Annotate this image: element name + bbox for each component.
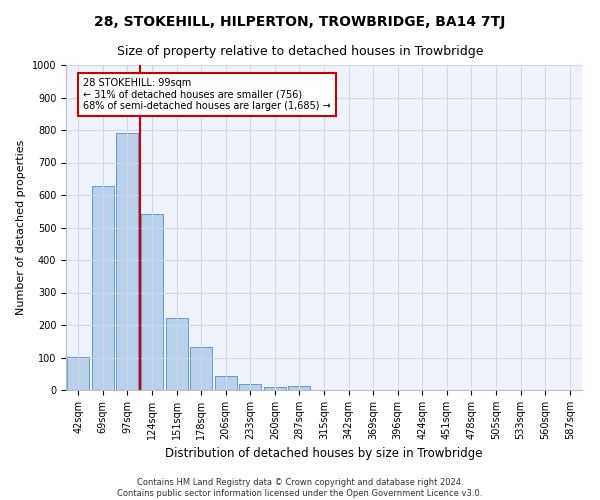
Text: 28 STOKEHILL: 99sqm
← 31% of detached houses are smaller (756)
68% of semi-detac: 28 STOKEHILL: 99sqm ← 31% of detached ho… xyxy=(83,78,331,111)
Bar xyxy=(141,214,163,390)
Bar xyxy=(116,132,139,390)
Bar xyxy=(289,386,310,390)
Text: Contains HM Land Registry data © Crown copyright and database right 2024.
Contai: Contains HM Land Registry data © Crown c… xyxy=(118,478,482,498)
Bar xyxy=(264,387,286,390)
Bar xyxy=(215,376,237,390)
Text: 28, STOKEHILL, HILPERTON, TROWBRIDGE, BA14 7TJ: 28, STOKEHILL, HILPERTON, TROWBRIDGE, BA… xyxy=(94,15,506,29)
Bar xyxy=(67,356,89,390)
Y-axis label: Number of detached properties: Number of detached properties xyxy=(16,140,26,315)
X-axis label: Distribution of detached houses by size in Trowbridge: Distribution of detached houses by size … xyxy=(165,448,483,460)
Bar xyxy=(166,318,188,390)
Text: Size of property relative to detached houses in Trowbridge: Size of property relative to detached ho… xyxy=(117,45,483,58)
Bar xyxy=(239,384,262,390)
Bar xyxy=(190,347,212,390)
Bar xyxy=(92,186,114,390)
